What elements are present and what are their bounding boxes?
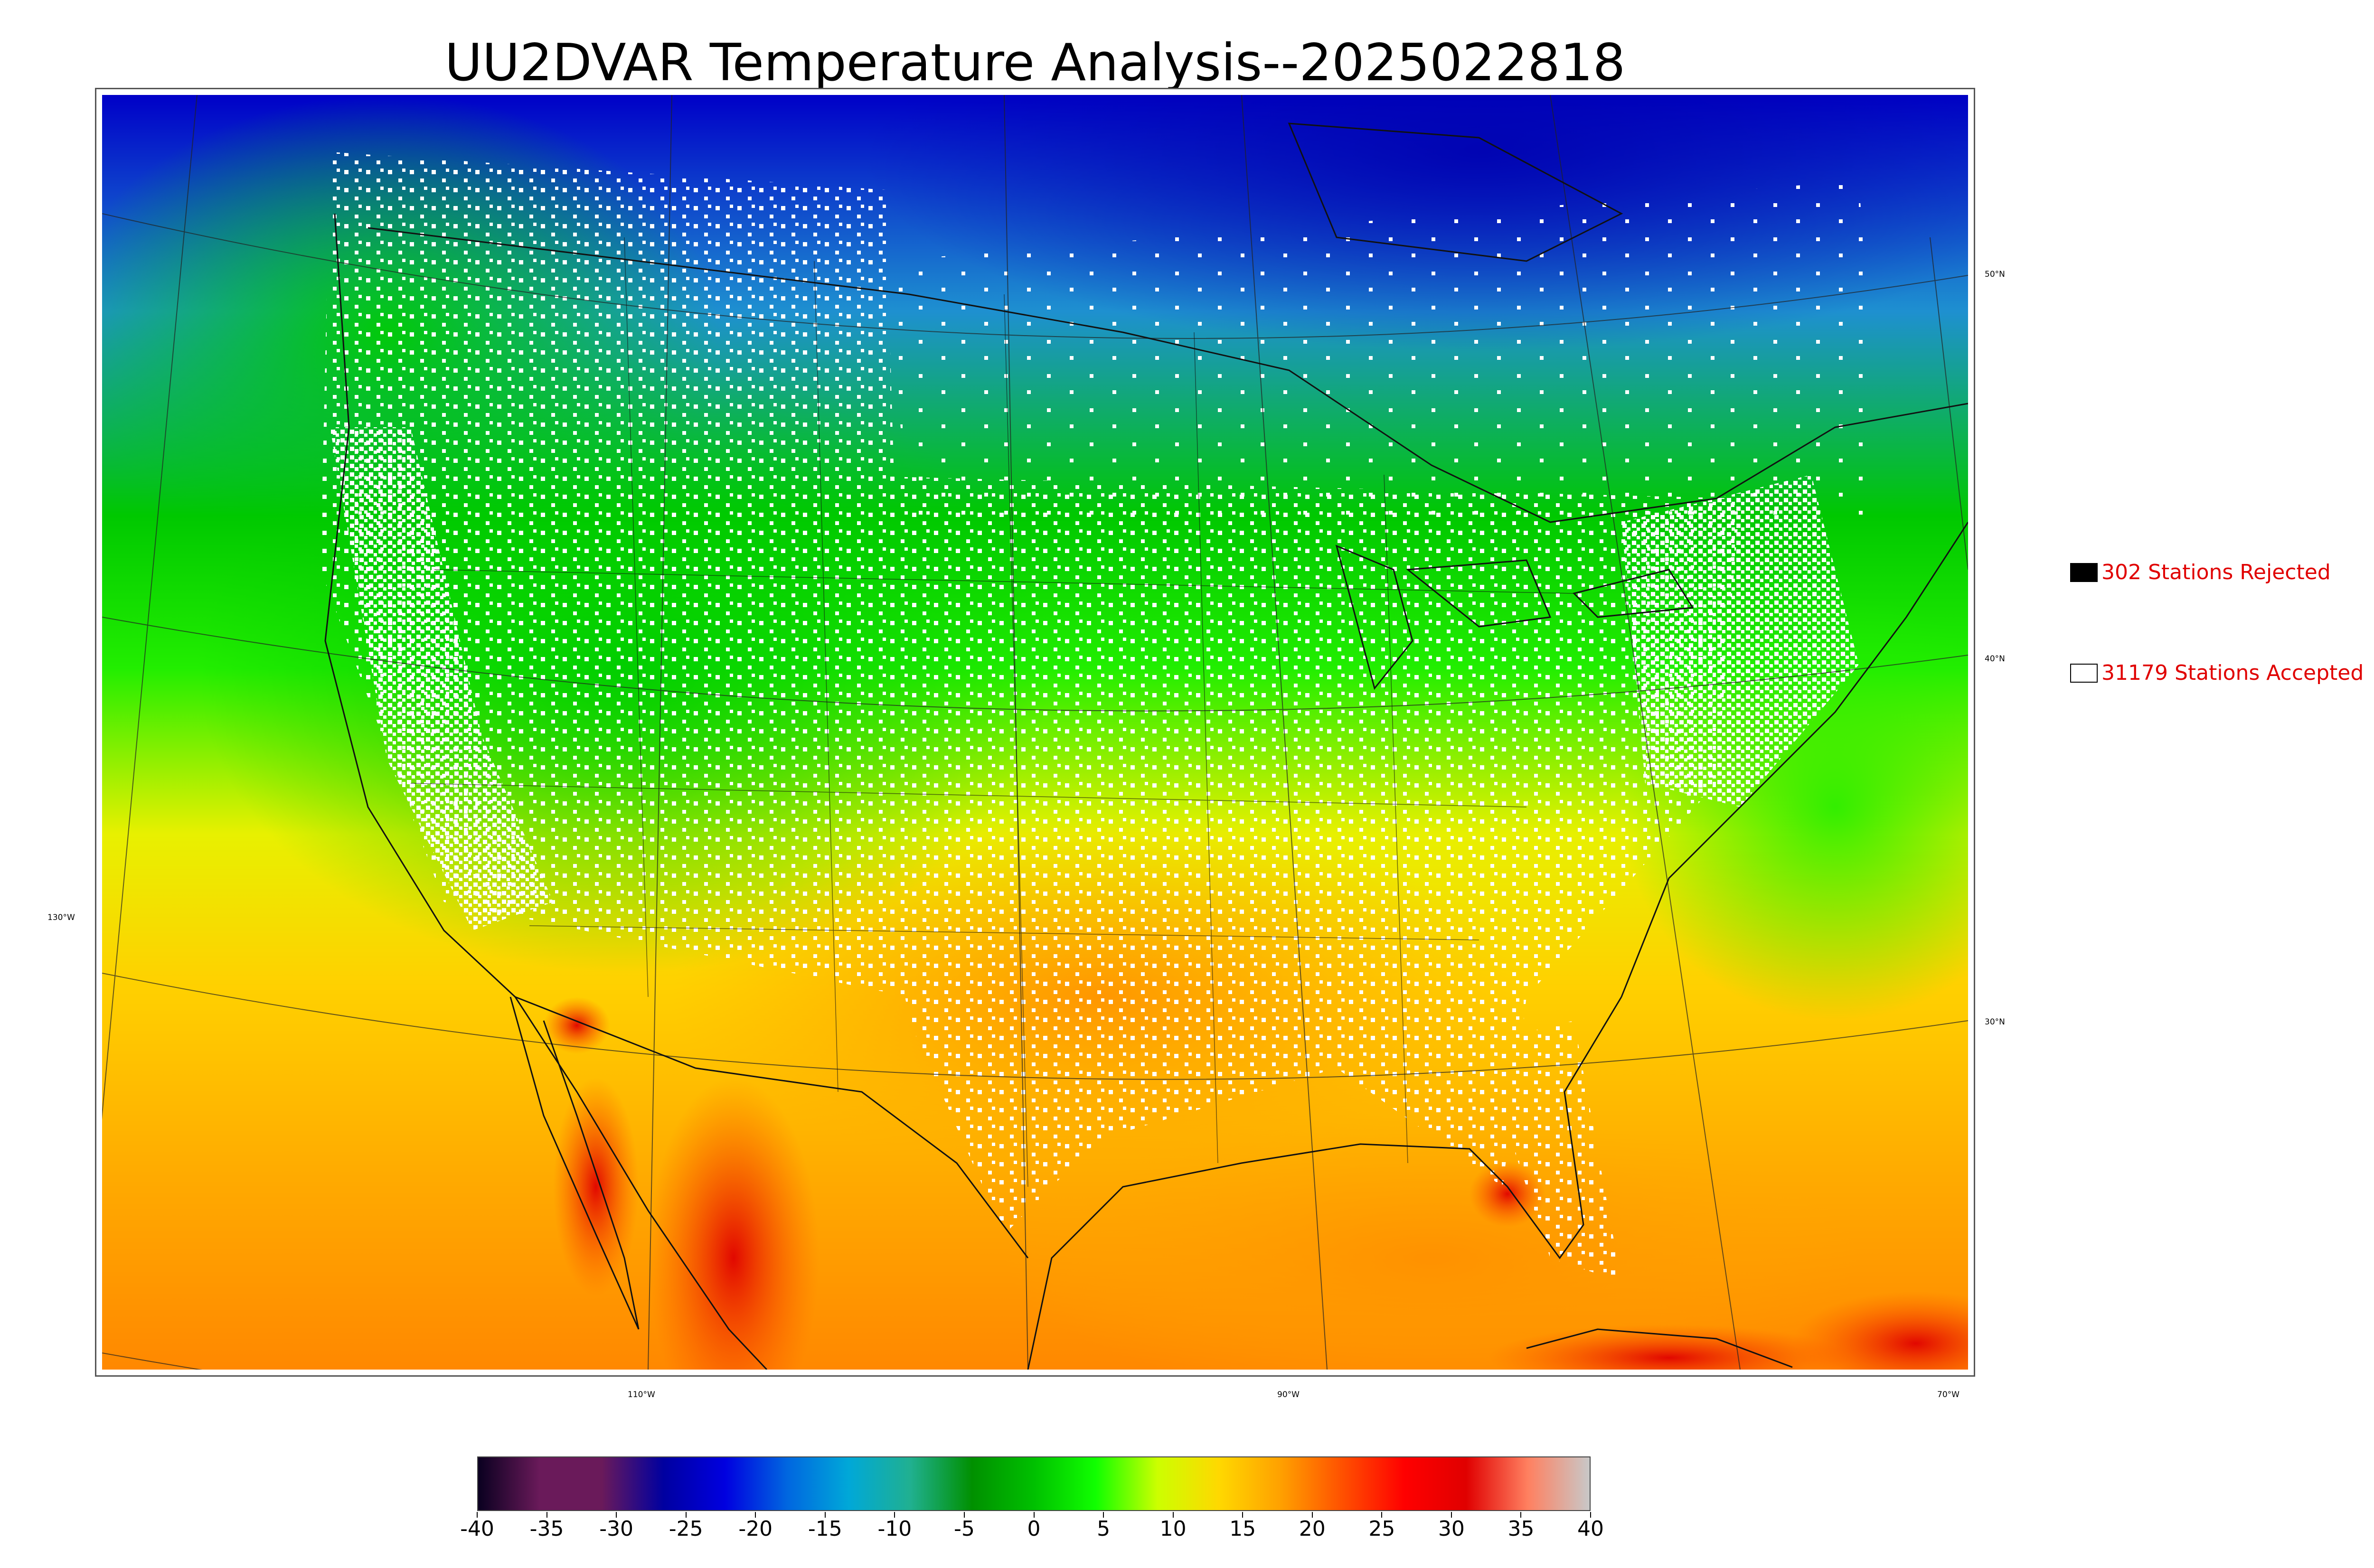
colorbar-tick [616,1512,617,1518]
colorbar-tick-label: -25 [669,1517,703,1541]
rejected-swatch [2070,563,2098,582]
stations-northeast [1621,475,1859,807]
parallel-40n [102,617,1968,712]
colorbar-tick [755,1512,756,1518]
state-lines-vertical [624,237,1408,1187]
colorbar-tick [1590,1512,1591,1518]
gulf-coast [1027,996,1622,1370]
state-lines-horizontal [410,569,1574,940]
colorbar-tick-label: -20 [738,1517,773,1541]
colorbar-tick [1033,1512,1035,1518]
colorbar-tick-label: 35 [1507,1517,1535,1541]
colorbar-tick [894,1512,895,1518]
west-coast [324,213,768,1370]
colorbar-tick-label: -40 [460,1517,494,1541]
colorbar-tick-label: -30 [599,1517,634,1541]
great-lakes [1335,545,1694,690]
colorbar-tick-label: 15 [1229,1517,1256,1541]
meridian-90w [1241,95,1328,1370]
colorbar-tick [1381,1512,1383,1518]
colorbar-tick [1451,1512,1452,1518]
cuba-outline [1526,1328,1793,1368]
temperature-field [102,95,1968,1370]
us-canada-border [367,227,1968,523]
stations-west-coast [330,427,553,930]
parallel-50n [102,213,1968,339]
legend-rejected: 302 Stations Rejected [2070,560,2331,584]
lon-label-90w: 90°W [1277,1390,1300,1399]
graticule [102,95,1968,1370]
us-mexico-border [515,996,1029,1258]
colorbar-tick [477,1512,478,1518]
colorbar-tick [1103,1512,1104,1518]
station-markers [320,152,1883,1282]
colorbar-tick-label: -5 [954,1517,975,1541]
hudson-bay [1288,122,1623,262]
state-borders [410,237,1574,1187]
colorbar-tick [1242,1512,1244,1518]
colorbar-tick-label: 0 [1027,1517,1041,1541]
colorbar-tick [1311,1512,1313,1518]
stations-southeast [1479,1021,1621,1282]
hot-mexico-west [648,1078,819,1370]
meridian-120w [102,95,198,1120]
temperature-colorbar [477,1456,1591,1511]
colorbar-tick-label: 40 [1577,1517,1604,1541]
lon-label-110w: 110°W [628,1390,655,1399]
parallel-30n [102,973,1968,1080]
lat-label-50n: 50°N [1985,270,2005,279]
hot-sonora [544,997,610,1054]
lat-label-40n: 40°N [1985,654,2005,664]
lon-label-130w: 130°W [47,913,75,922]
warm-gulf [1004,1116,1859,1370]
meridian-110w [648,95,672,1370]
colorbar-tick-label: 5 [1097,1517,1111,1541]
coastlines [324,122,1968,1370]
hot-baja [553,1078,639,1296]
colorbar-tick-label: -15 [808,1517,842,1541]
meridian-80w [1550,95,1741,1370]
colorbar-tick [824,1512,826,1518]
hot-caribbean [1792,1291,1968,1370]
east-coast [1620,522,1968,997]
meridian-70w [1930,237,1968,570]
hot-cuba [1488,1324,1849,1370]
stations-canada [886,180,1883,522]
map-title: UU2DVAR Temperature Analysis--2025022818 [444,33,1626,93]
colorbar-tick [1172,1512,1174,1518]
lat-label-30n: 30°N [1985,1017,2005,1027]
colorbar-tick [685,1512,687,1518]
colorbar-tick-label: 25 [1368,1517,1395,1541]
colorbar-tick-label: 10 [1159,1517,1187,1541]
colorbar-tick-label: 30 [1438,1517,1465,1541]
rejected-label: 302 Stations Rejected [2101,560,2331,584]
colorbar-tick-label: -10 [877,1517,912,1541]
baja-peninsula [509,996,640,1330]
lon-label-70w: 70°W [1937,1390,1959,1399]
legend-accepted: 31179 Stations Accepted [2070,661,2364,685]
colorbar-tick [1520,1512,1522,1518]
colorbar-tick-label: 20 [1299,1517,1326,1541]
temperature-map [95,88,1975,1377]
accepted-label: 31179 Stations Accepted [2101,661,2364,685]
colorbar-tick [546,1512,547,1518]
colorbar-tick [963,1512,965,1518]
colorbar-tick-label: -35 [529,1517,564,1541]
accepted-swatch [2070,663,2098,683]
